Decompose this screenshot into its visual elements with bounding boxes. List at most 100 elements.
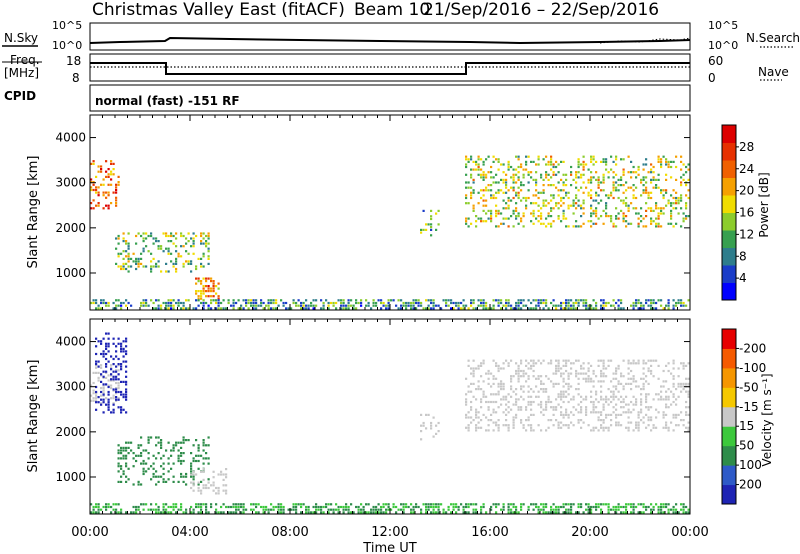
velocity-cell (437, 505, 440, 509)
velocity-cell (175, 505, 178, 509)
power-cell (137, 257, 140, 260)
power-cell (617, 304, 620, 307)
velocity-cell (442, 508, 445, 511)
power-cell (240, 307, 243, 310)
power-cell (555, 202, 558, 205)
power-cell (650, 307, 653, 310)
power-cell (267, 299, 270, 302)
power-cell (202, 307, 205, 310)
velocity-cell (410, 511, 413, 514)
power-cell (452, 307, 455, 310)
power-cell (525, 168, 528, 171)
velocity-cell (107, 337, 110, 340)
velocity-cell (242, 511, 245, 514)
power-cell (645, 209, 648, 212)
power-cell (607, 176, 610, 179)
velocity-cell (495, 411, 498, 414)
velocity-cell (592, 369, 595, 373)
power-cell (337, 299, 340, 302)
velocity-cell (280, 505, 283, 509)
power-cell (600, 304, 603, 307)
velocity-cell (612, 390, 615, 393)
velocity-cell (132, 465, 135, 468)
power-cell (585, 163, 588, 166)
velocity-cell (552, 511, 555, 514)
power-cell (467, 160, 470, 163)
power-cell (617, 299, 620, 302)
power-cell (642, 225, 645, 228)
power-cell (200, 290, 203, 293)
power-cell (237, 299, 240, 302)
velocity-cell (142, 459, 145, 463)
power-cell (480, 301, 483, 305)
power-cell (465, 196, 468, 200)
velocity-cell (520, 408, 523, 411)
power-cell (660, 165, 663, 169)
power-cell (570, 165, 573, 169)
velocity-cell (117, 373, 120, 376)
power-cell (670, 202, 673, 205)
velocity-cell (560, 421, 563, 424)
power-cell (680, 199, 683, 202)
velocity-cell (562, 395, 565, 398)
power-cell (115, 304, 118, 307)
velocity-cell (622, 398, 625, 401)
power-cell (117, 237, 120, 240)
power-cell (672, 207, 675, 210)
velocity-cell (620, 382, 623, 385)
velocity-cell (280, 511, 283, 514)
velocity-cell (675, 503, 678, 506)
velocity-cell (127, 446, 130, 449)
power-cell (647, 304, 650, 307)
power-cell (312, 307, 315, 310)
power-cell (122, 262, 125, 265)
velocity-cell (595, 393, 598, 396)
velocity-cell (565, 508, 568, 511)
power-cell (657, 186, 660, 189)
power-cell (122, 301, 125, 305)
velocity-cell (502, 362, 505, 365)
velocity-cell (600, 413, 603, 416)
power-cell (175, 232, 178, 235)
velocity-cell (590, 511, 593, 514)
power-cell (507, 301, 510, 305)
velocity-cell (555, 398, 558, 401)
velocity-cell (190, 511, 193, 514)
power-cell (102, 183, 105, 186)
power-cell (217, 304, 220, 307)
velocity-cell (510, 388, 513, 391)
power-cell (597, 202, 600, 205)
power-cell (667, 301, 670, 305)
power-cell (197, 257, 200, 260)
velocity-cell (277, 511, 280, 514)
velocity-cell (307, 505, 310, 509)
power-cell (575, 307, 578, 310)
power-cell (680, 207, 683, 210)
velocity-cell (172, 480, 175, 483)
velocity-cell (472, 508, 475, 511)
velocity-cell (482, 393, 485, 396)
velocity-cell (472, 367, 475, 370)
power-cell (657, 155, 660, 158)
velocity-cell (507, 503, 510, 506)
power-cell (592, 222, 595, 225)
power-cell (507, 165, 510, 169)
velocity-cell (92, 397, 95, 400)
velocity-cell (542, 359, 545, 362)
power-cell (615, 173, 618, 176)
velocity-cell (620, 406, 623, 409)
velocity-cell (420, 508, 423, 511)
power-cell (350, 299, 353, 302)
velocity-cell (565, 390, 568, 393)
velocity-cell (520, 385, 523, 388)
velocity-cell (595, 505, 598, 509)
velocity-cell (550, 505, 553, 509)
velocity-cell (527, 419, 530, 422)
velocity-cell (112, 337, 115, 340)
power-cell (665, 178, 668, 181)
power-cell (170, 240, 173, 243)
velocity-cell (647, 505, 650, 509)
velocity-cell (95, 505, 98, 509)
velocity-cell (672, 429, 675, 432)
velocity-cell (122, 457, 125, 460)
